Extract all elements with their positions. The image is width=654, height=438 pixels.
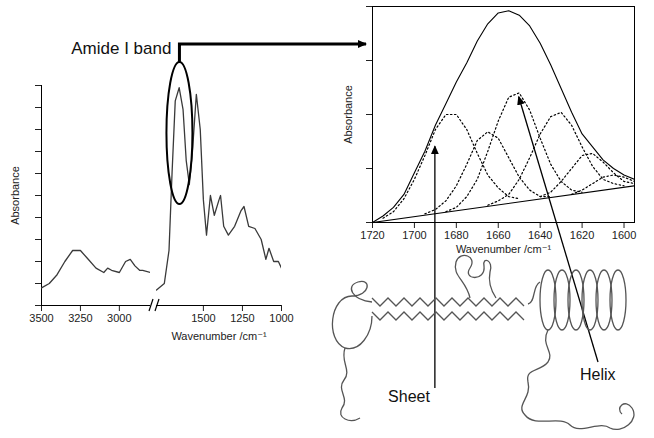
svg-text:Absorbance: Absorbance — [342, 85, 354, 144]
svg-text:1500: 1500 — [191, 312, 215, 324]
svg-text:1600: 1600 — [612, 229, 636, 241]
svg-text:Wavenumber /cm⁻¹: Wavenumber /cm⁻¹ — [171, 330, 267, 342]
svg-text:1680: 1680 — [444, 229, 468, 241]
svg-text:1700: 1700 — [402, 229, 426, 241]
svg-text:1640: 1640 — [528, 229, 552, 241]
svg-text:Sheet: Sheet — [388, 388, 430, 405]
svg-text:Wavenumber /cm⁻¹: Wavenumber /cm⁻¹ — [456, 243, 552, 255]
svg-text:1000: 1000 — [269, 312, 293, 324]
svg-text:3500: 3500 — [29, 312, 53, 324]
svg-text:1620: 1620 — [570, 229, 594, 241]
svg-text:1720: 1720 — [360, 229, 384, 241]
svg-text:Absorbance: Absorbance — [9, 166, 21, 225]
svg-text:Helix: Helix — [580, 366, 616, 383]
svg-text:Amide I band: Amide I band — [71, 39, 171, 58]
svg-text:1250: 1250 — [230, 312, 254, 324]
svg-text:3000: 3000 — [107, 312, 131, 324]
svg-text:3250: 3250 — [68, 312, 92, 324]
svg-text:1660: 1660 — [486, 229, 510, 241]
